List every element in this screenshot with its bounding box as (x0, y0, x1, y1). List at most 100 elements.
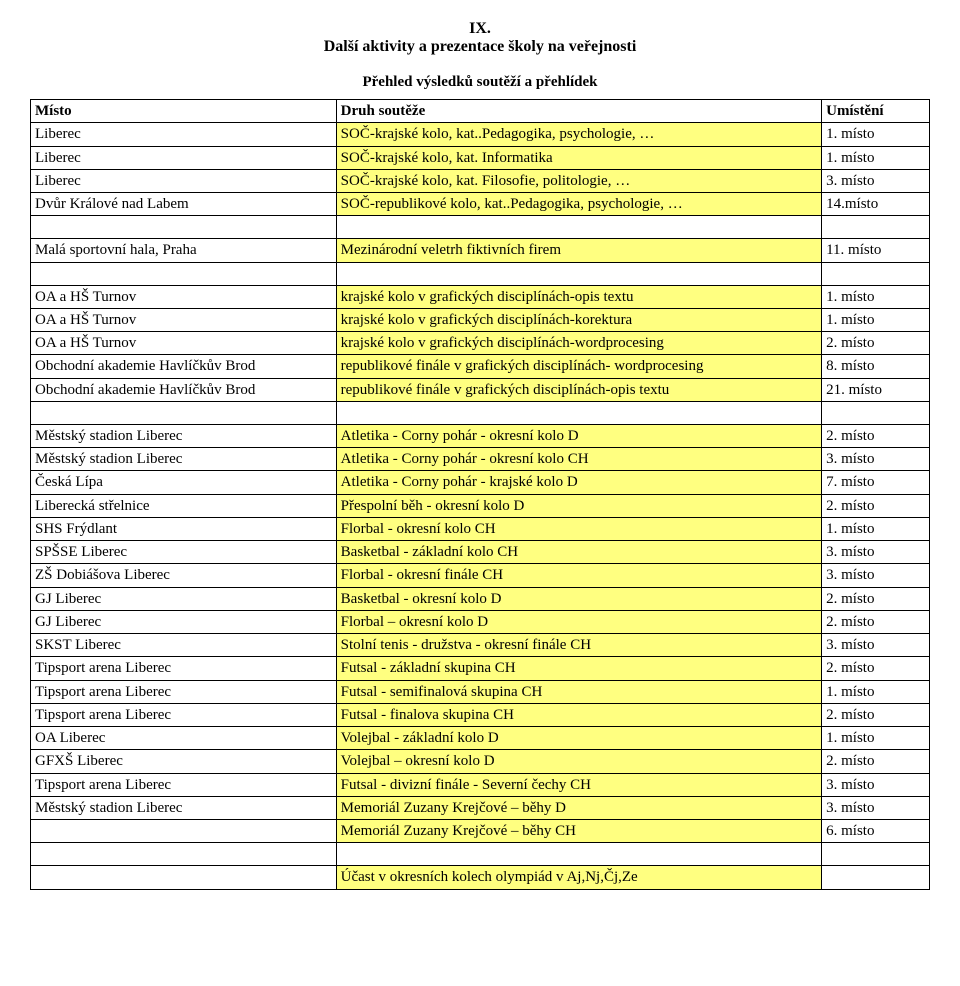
table-cell (822, 843, 930, 866)
table-cell: 7. místo (822, 471, 930, 494)
table-cell: Florbal - okresní finále CH (336, 564, 821, 587)
table-row: Tipsport arena LiberecFutsal - finalova … (31, 703, 930, 726)
table-cell: GFXŠ Liberec (31, 750, 337, 773)
table-cell: Futsal - finalova skupina CH (336, 703, 821, 726)
table-cell (31, 866, 337, 889)
page-header: IX. Další aktivity a prezentace školy na… (30, 20, 930, 56)
table-cell: 21. místo (822, 378, 930, 401)
table-cell: GJ Liberec (31, 610, 337, 633)
table-cell: 14.místo (822, 193, 930, 216)
table-row: OA a HŠ Turnovkrajské kolo v grafických … (31, 285, 930, 308)
table-row: OA a HŠ Turnovkrajské kolo v grafických … (31, 308, 930, 331)
table-row: ZŠ Dobiášova LiberecFlorbal - okresní fi… (31, 564, 930, 587)
table-cell: Obchodní akademie Havlíčkův Brod (31, 378, 337, 401)
table-cell: Česká Lípa (31, 471, 337, 494)
table-cell: Městský stadion Liberec (31, 796, 337, 819)
table-row: Liberecká střelnicePřespolní běh - okres… (31, 494, 930, 517)
table-cell: krajské kolo v grafických disciplínách-k… (336, 308, 821, 331)
table-cell: 3. místo (822, 796, 930, 819)
table-cell: 1. místo (822, 146, 930, 169)
table-cell: 1. místo (822, 123, 930, 146)
table-cell: ZŠ Dobiášova Liberec (31, 564, 337, 587)
table-cell: 1. místo (822, 517, 930, 540)
table-row: GJ LiberecBasketbal - okresní kolo D2. m… (31, 587, 930, 610)
table-cell: Liberec (31, 169, 337, 192)
table-cell (31, 262, 337, 285)
table-row (31, 843, 930, 866)
table-row: OA a HŠ Turnovkrajské kolo v grafických … (31, 332, 930, 355)
table-cell: SKST Liberec (31, 634, 337, 657)
table-cell: Malá sportovní hala, Praha (31, 239, 337, 262)
table-row: Tipsport arena LiberecFutsal - základní … (31, 657, 930, 680)
table-cell: Městský stadion Liberec (31, 424, 337, 447)
table-cell: 2. místo (822, 703, 930, 726)
table-cell: 3. místo (822, 564, 930, 587)
table-cell: Mezinárodní veletrh fiktivních firem (336, 239, 821, 262)
table-cell: 1. místo (822, 308, 930, 331)
table-cell: Tipsport arena Liberec (31, 703, 337, 726)
table-cell: 2. místo (822, 610, 930, 633)
table-cell (822, 401, 930, 424)
table-cell: krajské kolo v grafických disciplínách-o… (336, 285, 821, 308)
table-row: LiberecSOČ-krajské kolo, kat..Pedagogika… (31, 123, 930, 146)
table-cell: 3. místo (822, 448, 930, 471)
table-cell: Volejbal - základní kolo D (336, 727, 821, 750)
table-cell: 2. místo (822, 332, 930, 355)
table-row: Obchodní akademie Havlíčkův Brodrepublik… (31, 355, 930, 378)
table-cell: GJ Liberec (31, 587, 337, 610)
table-cell: 8. místo (822, 355, 930, 378)
table-cell: Stolní tenis - družstva - okresní finále… (336, 634, 821, 657)
table-cell (336, 262, 821, 285)
table-cell: 3. místo (822, 634, 930, 657)
table-cell: OA a HŠ Turnov (31, 308, 337, 331)
table-cell (31, 843, 337, 866)
table-cell: Atletika - Corny pohár - okresní kolo D (336, 424, 821, 447)
table-title: Přehled výsledků soutěží a přehlídek (30, 74, 930, 91)
table-cell: SOČ-krajské kolo, kat. Filosofie, polito… (336, 169, 821, 192)
table-cell: 2. místo (822, 750, 930, 773)
table-cell (822, 866, 930, 889)
table-row: SHS FrýdlantFlorbal - okresní kolo CH1. … (31, 517, 930, 540)
table-cell (822, 216, 930, 239)
table-cell: Memoriál Zuzany Krejčové – běhy D (336, 796, 821, 819)
table-row (31, 262, 930, 285)
table-row: GJ LiberecFlorbal – okresní kolo D2. mís… (31, 610, 930, 633)
table-cell: 1. místo (822, 285, 930, 308)
table-cell: Městský stadion Liberec (31, 448, 337, 471)
table-cell: Atletika - Corny pohár - krajské kolo D (336, 471, 821, 494)
table-row: Obchodní akademie Havlíčkův Brodrepublik… (31, 378, 930, 401)
table-cell: 3. místo (822, 169, 930, 192)
table-row: Malá sportovní hala, PrahaMezinárodní ve… (31, 239, 930, 262)
chapter-number: IX. (30, 20, 930, 38)
table-row: Městský stadion LiberecAtletika - Corny … (31, 424, 930, 447)
table-cell: Basketbal - základní kolo CH (336, 541, 821, 564)
table-cell (822, 262, 930, 285)
table-cell: 2. místo (822, 657, 930, 680)
table-row: Městský stadion LiberecAtletika - Corny … (31, 448, 930, 471)
table-row (31, 401, 930, 424)
table-cell (336, 216, 821, 239)
table-cell: Futsal - divizní finále - Severní čechy … (336, 773, 821, 796)
table-cell: krajské kolo v grafických disciplínách-w… (336, 332, 821, 355)
table-cell: SOČ-krajské kolo, kat..Pedagogika, psych… (336, 123, 821, 146)
table-cell: OA a HŠ Turnov (31, 332, 337, 355)
table-cell (31, 820, 337, 843)
table-cell: SOČ-republikové kolo, kat..Pedagogika, p… (336, 193, 821, 216)
table-cell: Futsal - semifinalová skupina CH (336, 680, 821, 703)
table-header-row: MístoDruh soutěžeUmístění (31, 100, 930, 123)
table-cell (31, 216, 337, 239)
table-row: Účast v okresních kolech olympiád v Aj,N… (31, 866, 930, 889)
table-row: OA LiberecVolejbal - základní kolo D1. m… (31, 727, 930, 750)
table-row: Městský stadion LiberecMemoriál Zuzany K… (31, 796, 930, 819)
table-cell: republikové finále v grafických disciplí… (336, 355, 821, 378)
table-cell: Umístění (822, 100, 930, 123)
results-table: MístoDruh soutěžeUmístěníLiberecSOČ-kraj… (30, 99, 930, 890)
table-cell: Volejbal – okresní kolo D (336, 750, 821, 773)
table-cell: Liberec (31, 123, 337, 146)
table-cell: Futsal - základní skupina CH (336, 657, 821, 680)
table-cell: SPŠSE Liberec (31, 541, 337, 564)
table-row: LiberecSOČ-krajské kolo, kat. Informatik… (31, 146, 930, 169)
table-cell: 3. místo (822, 541, 930, 564)
table-cell: Druh soutěže (336, 100, 821, 123)
table-cell: Obchodní akademie Havlíčkův Brod (31, 355, 337, 378)
